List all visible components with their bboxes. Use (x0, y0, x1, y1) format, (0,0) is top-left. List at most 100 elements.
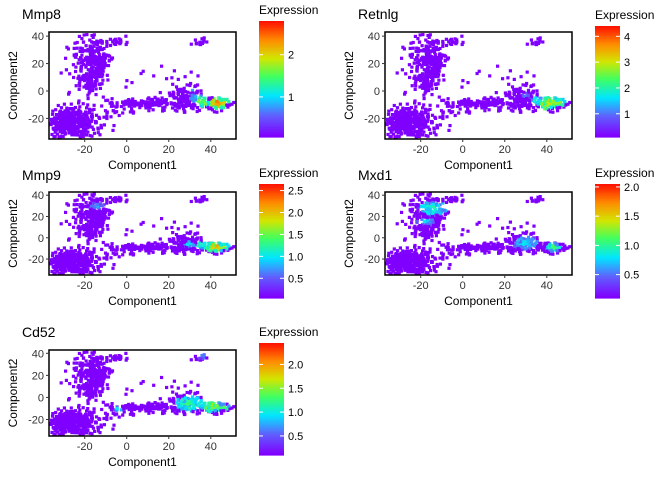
cell-point (71, 128, 75, 133)
cell-point (426, 84, 430, 88)
cell-point (563, 244, 567, 248)
cell-point (164, 98, 168, 102)
y-tick-label: -20 (364, 113, 380, 125)
cell-point (79, 259, 83, 263)
cell-point (180, 247, 184, 251)
cell-point (220, 245, 224, 249)
cell-point (225, 247, 229, 251)
legend-color-step (259, 288, 284, 291)
cell-point (436, 47, 440, 52)
cell-point (534, 40, 538, 44)
cell-point (74, 119, 79, 123)
cell-point (407, 215, 411, 219)
x-tick-label: 20 (163, 280, 175, 292)
cell-point (86, 212, 90, 216)
cell-point (420, 113, 424, 117)
cell-point (408, 115, 412, 119)
legend-color-step (259, 65, 284, 68)
cell-point (183, 90, 188, 94)
cell-point (534, 198, 538, 202)
cell-point (117, 255, 121, 259)
cell-point (68, 122, 72, 126)
cell-point (532, 83, 536, 87)
cell-point (89, 82, 94, 86)
cell-point (387, 109, 391, 113)
cell-point (417, 198, 422, 202)
cell-point (158, 243, 163, 247)
cell-point (436, 197, 440, 202)
cell-point (95, 42, 99, 46)
cell-point (94, 260, 98, 264)
cell-point (76, 61, 80, 65)
legend-color-step (595, 66, 620, 70)
cell-point (106, 53, 110, 57)
legend-color-step (259, 275, 284, 278)
cell-point (466, 109, 470, 113)
cell-point (463, 247, 467, 252)
cell-point (430, 238, 434, 243)
cell-point (430, 79, 434, 84)
cell-point (539, 96, 543, 100)
cell-point (461, 79, 465, 83)
cell-point (385, 262, 389, 266)
cell-point (458, 107, 462, 111)
cell-point (50, 117, 54, 121)
y-tick-label: 20 (32, 59, 44, 71)
cell-point (516, 97, 520, 101)
cell-point (83, 204, 87, 208)
cell-point (84, 217, 88, 221)
cell-point (499, 248, 503, 252)
cell-point (164, 242, 168, 247)
cell-point (83, 263, 87, 267)
cell-point (437, 208, 441, 212)
cell-point (487, 246, 491, 250)
cell-point (415, 64, 419, 68)
cell-point (415, 216, 419, 221)
cell-point (405, 258, 409, 262)
cell-point (412, 260, 416, 264)
cell-point (89, 259, 93, 263)
cell-point (402, 47, 406, 51)
legend-color-step (595, 29, 620, 33)
cell-point (198, 96, 202, 100)
legend-color-step (595, 216, 620, 219)
cell-point (96, 131, 100, 135)
cell-point (111, 40, 115, 44)
cell-point (398, 120, 403, 124)
cell-point (60, 120, 64, 124)
legend-color-step (259, 244, 284, 248)
legend-color-step (595, 233, 620, 236)
cell-point (102, 123, 106, 127)
legend-color-step (595, 135, 620, 138)
cell-point (208, 241, 212, 246)
legend-color-step (259, 214, 284, 217)
cell-point (520, 97, 524, 102)
cell-point (414, 109, 418, 113)
cell-point (494, 237, 498, 241)
cell-point (429, 211, 433, 215)
cell-point (150, 243, 154, 247)
legend-color-step (595, 242, 620, 246)
cell-point (391, 132, 395, 136)
cell-point (60, 265, 65, 269)
cell-point (529, 196, 533, 200)
cell-point (435, 230, 439, 234)
cell-point (67, 115, 71, 119)
cell-point (400, 210, 404, 214)
cell-point (55, 269, 59, 273)
cell-point (90, 134, 94, 138)
cell-point (80, 115, 84, 119)
cell-point (400, 263, 404, 267)
cell-point (84, 83, 88, 87)
cell-point (183, 236, 188, 240)
cell-point (90, 48, 94, 52)
cell-point (54, 264, 58, 268)
cell-point (422, 242, 426, 246)
legend-color-step (595, 40, 620, 44)
cell-point (82, 112, 86, 116)
legend-color-step (595, 59, 620, 62)
cell-point (438, 57, 442, 61)
cell-point (506, 76, 510, 80)
cell-point (425, 259, 429, 263)
cell-point (531, 252, 535, 256)
